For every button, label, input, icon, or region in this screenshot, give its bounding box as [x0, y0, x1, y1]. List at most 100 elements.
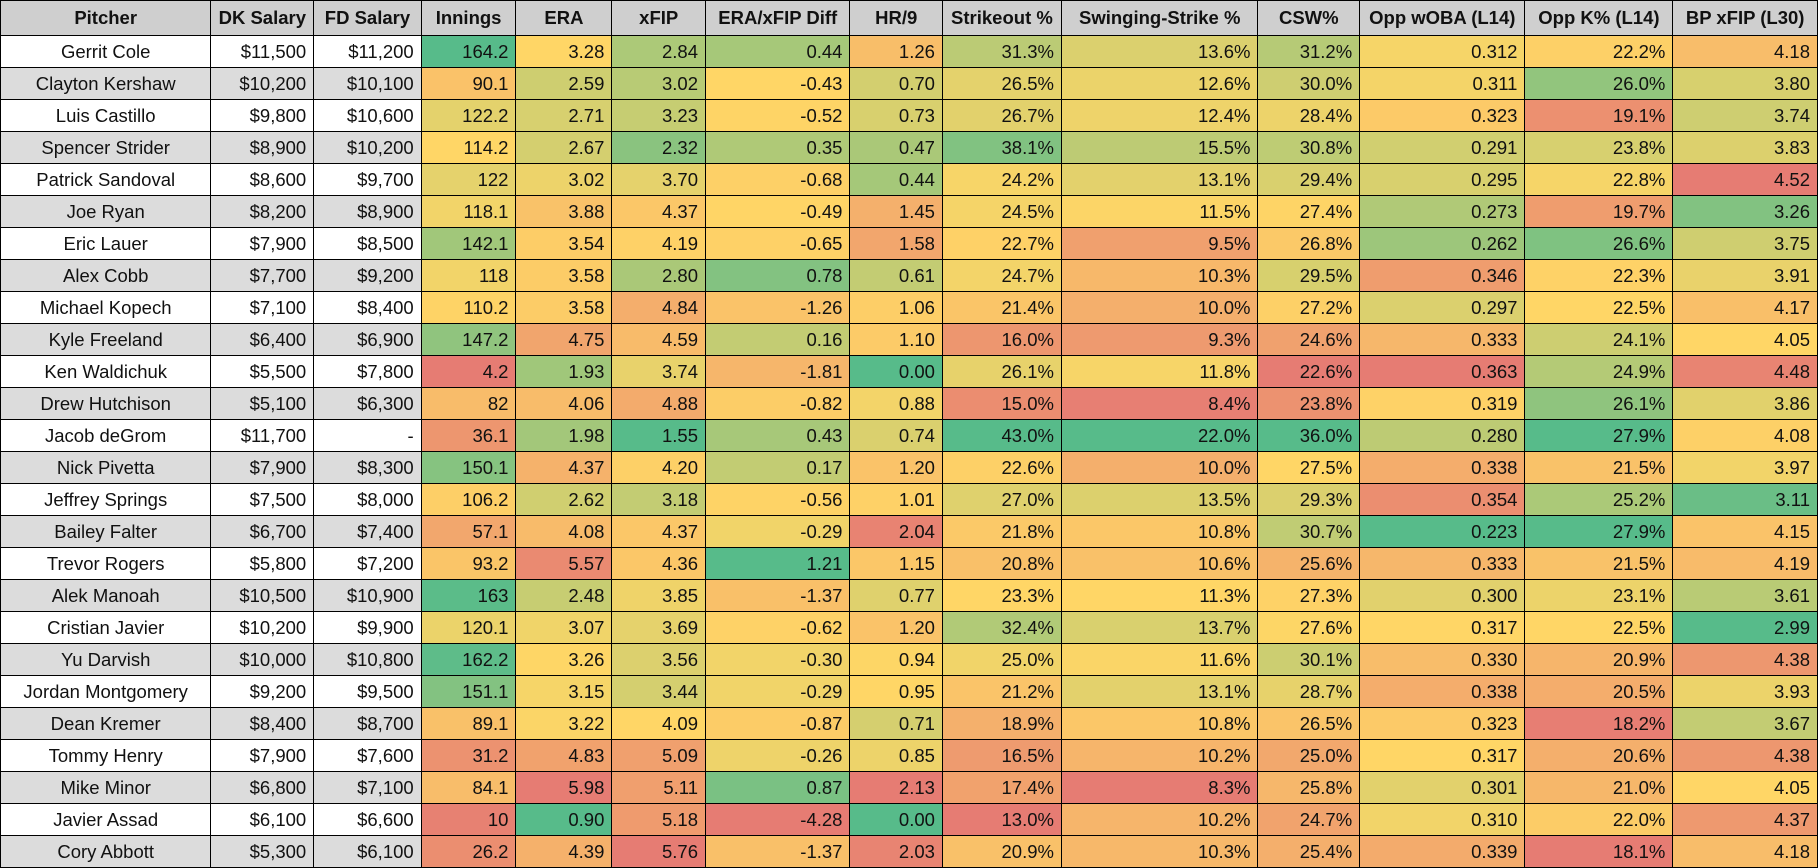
stat-cell[interactable]: 25.0%: [941, 643, 1062, 676]
stat-cell[interactable]: $5,300: [210, 835, 315, 868]
stat-cell[interactable]: 24.6%: [1257, 323, 1361, 356]
stat-cell[interactable]: 3.26: [515, 643, 613, 676]
stat-cell[interactable]: 24.7%: [941, 259, 1062, 292]
stat-cell[interactable]: -: [313, 419, 422, 452]
stat-cell[interactable]: -0.56: [704, 483, 851, 516]
stat-cell[interactable]: 0.319: [1359, 387, 1526, 420]
stat-cell[interactable]: $6,600: [313, 803, 422, 836]
stat-cell[interactable]: -0.52: [704, 99, 851, 132]
stat-cell[interactable]: 12.4%: [1060, 99, 1259, 132]
stat-cell[interactable]: 38.1%: [941, 131, 1062, 164]
stat-cell[interactable]: $7,500: [210, 483, 315, 516]
stat-cell[interactable]: 5.11: [611, 771, 706, 804]
stat-cell[interactable]: 25.8%: [1257, 771, 1361, 804]
stat-cell[interactable]: 122.2: [420, 99, 517, 132]
pitcher-name-cell[interactable]: Jacob deGrom: [0, 419, 212, 452]
stat-cell[interactable]: 22.5%: [1524, 611, 1674, 644]
pitcher-name-cell[interactable]: Spencer Strider: [0, 131, 212, 164]
stat-cell[interactable]: 10.6%: [1060, 547, 1259, 580]
stat-cell[interactable]: -1.37: [704, 835, 851, 868]
stat-cell[interactable]: 3.26: [1672, 195, 1818, 228]
stat-cell[interactable]: 26.0%: [1524, 67, 1674, 100]
stat-cell[interactable]: 0.73: [849, 99, 943, 132]
stat-cell[interactable]: $7,100: [210, 291, 315, 324]
stat-cell[interactable]: 0.44: [849, 163, 943, 196]
stat-cell[interactable]: 106.2: [420, 483, 517, 516]
stat-cell[interactable]: $5,100: [210, 387, 315, 420]
stat-cell[interactable]: $10,200: [210, 67, 315, 100]
stat-cell[interactable]: $8,600: [210, 163, 315, 196]
stat-cell[interactable]: 93.2: [420, 547, 517, 580]
pitcher-name-cell[interactable]: Eric Lauer: [0, 227, 212, 260]
stat-cell[interactable]: 0.339: [1359, 835, 1526, 868]
stat-cell[interactable]: 22.6%: [1257, 355, 1361, 388]
stat-cell[interactable]: 0.70: [849, 67, 943, 100]
column-header[interactable]: Opp wOBA (L14): [1359, 0, 1526, 36]
stat-cell[interactable]: -0.43: [704, 67, 851, 100]
stat-cell[interactable]: 2.62: [515, 483, 613, 516]
stat-cell[interactable]: 150.1: [420, 451, 517, 484]
stat-cell[interactable]: 30.8%: [1257, 131, 1361, 164]
stat-cell[interactable]: $8,200: [210, 195, 315, 228]
stat-cell[interactable]: 5.76: [611, 835, 706, 868]
stat-cell[interactable]: 1.45: [849, 195, 943, 228]
stat-cell[interactable]: 26.1%: [1524, 387, 1674, 420]
stat-cell[interactable]: 3.58: [515, 291, 613, 324]
stat-cell[interactable]: 0.291: [1359, 131, 1526, 164]
stat-cell[interactable]: 25.4%: [1257, 835, 1361, 868]
stat-cell[interactable]: -0.82: [704, 387, 851, 420]
stat-cell[interactable]: 0.85: [849, 739, 943, 772]
stat-cell[interactable]: 3.18: [611, 483, 706, 516]
stat-cell[interactable]: $6,400: [210, 323, 315, 356]
stat-cell[interactable]: 4.15: [1672, 515, 1818, 548]
stat-cell[interactable]: 30.1%: [1257, 643, 1361, 676]
stat-cell[interactable]: 3.93: [1672, 675, 1818, 708]
stat-cell[interactable]: 27.0%: [941, 483, 1062, 516]
column-header[interactable]: ERA: [515, 0, 613, 36]
stat-cell[interactable]: 4.59: [611, 323, 706, 356]
stat-cell[interactable]: 164.2: [420, 35, 517, 68]
stat-cell[interactable]: 0.44: [704, 35, 851, 68]
stat-cell[interactable]: 22.7%: [941, 227, 1062, 260]
stat-cell[interactable]: 18.9%: [941, 707, 1062, 740]
stat-cell[interactable]: $10,000: [210, 643, 315, 676]
pitcher-name-cell[interactable]: Patrick Sandoval: [0, 163, 212, 196]
stat-cell[interactable]: -0.65: [704, 227, 851, 260]
stat-cell[interactable]: 3.58: [515, 259, 613, 292]
column-header[interactable]: Swinging-Strike %: [1060, 0, 1259, 36]
stat-cell[interactable]: 4.37: [611, 195, 706, 228]
stat-cell[interactable]: 10.3%: [1060, 835, 1259, 868]
stat-cell[interactable]: 22.2%: [1524, 35, 1674, 68]
stat-cell[interactable]: 32.4%: [941, 611, 1062, 644]
stat-cell[interactable]: 4.19: [611, 227, 706, 260]
stat-cell[interactable]: 4.19: [1672, 547, 1818, 580]
stat-cell[interactable]: 22.8%: [1524, 163, 1674, 196]
stat-cell[interactable]: 27.9%: [1524, 515, 1674, 548]
stat-cell[interactable]: 3.61: [1672, 579, 1818, 612]
stat-cell[interactable]: 27.3%: [1257, 579, 1361, 612]
stat-cell[interactable]: $9,800: [210, 99, 315, 132]
stat-cell[interactable]: 3.80: [1672, 67, 1818, 100]
stat-cell[interactable]: $7,400: [313, 515, 422, 548]
stat-cell[interactable]: $7,900: [210, 451, 315, 484]
stat-cell[interactable]: $8,900: [210, 131, 315, 164]
stat-cell[interactable]: 1.20: [849, 451, 943, 484]
stat-cell[interactable]: 1.01: [849, 483, 943, 516]
column-header[interactable]: FD Salary: [313, 0, 422, 36]
stat-cell[interactable]: 19.7%: [1524, 195, 1674, 228]
stat-cell[interactable]: 2.03: [849, 835, 943, 868]
stat-cell[interactable]: 0.333: [1359, 323, 1526, 356]
stat-cell[interactable]: 26.2: [420, 835, 517, 868]
pitcher-name-cell[interactable]: Dean Kremer: [0, 707, 212, 740]
stat-cell[interactable]: 110.2: [420, 291, 517, 324]
stat-cell[interactable]: 22.0%: [1524, 803, 1674, 836]
stat-cell[interactable]: $11,200: [313, 35, 422, 68]
stat-cell[interactable]: 0.47: [849, 131, 943, 164]
stat-cell[interactable]: 11.8%: [1060, 355, 1259, 388]
stat-cell[interactable]: 1.10: [849, 323, 943, 356]
stat-cell[interactable]: 0.61: [849, 259, 943, 292]
stat-cell[interactable]: 0.310: [1359, 803, 1526, 836]
stat-cell[interactable]: $10,100: [313, 67, 422, 100]
stat-cell[interactable]: 4.52: [1672, 163, 1818, 196]
stat-cell[interactable]: 12.6%: [1060, 67, 1259, 100]
